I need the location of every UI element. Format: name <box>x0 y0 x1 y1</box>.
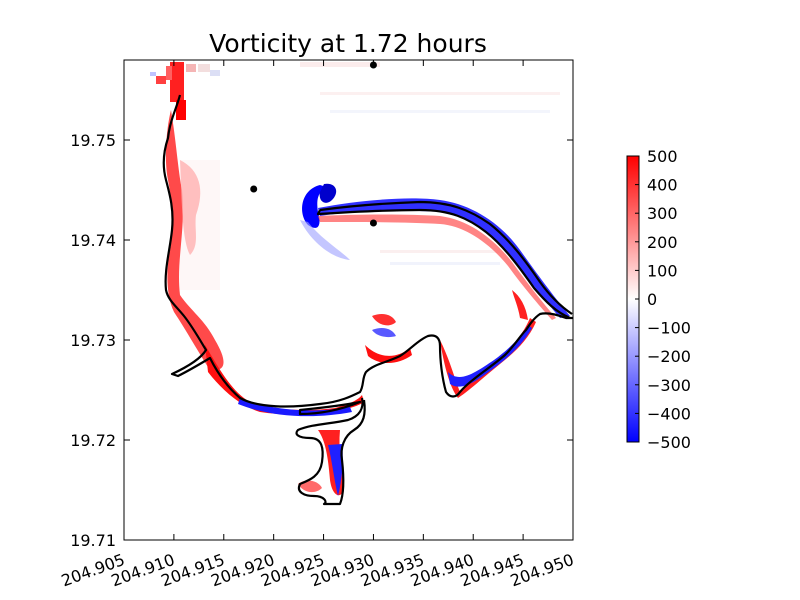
coastal-vorticity-red-nw <box>150 62 220 120</box>
breakwater-shear-negative <box>318 198 570 318</box>
y-tick-label: 19.74 <box>70 231 116 250</box>
central-patch-negative <box>372 328 396 338</box>
gauge-point <box>250 185 258 193</box>
breakwater-outline <box>316 200 573 320</box>
colorbar-tick-label: 0 <box>647 290 657 309</box>
plot-area <box>123 59 574 541</box>
central-bay-positive <box>365 345 412 364</box>
y-tick-label: 19.72 <box>70 431 116 450</box>
colorbar-ticks: 500 400 300 200 100 0 −100 −200 −300 −400 −500 <box>635 147 691 452</box>
colorbar-tick-label: −500 <box>647 433 691 452</box>
y-tick-label: 19.73 <box>70 331 116 350</box>
west-coast-positive <box>165 110 224 371</box>
colorbar-tick-label: −200 <box>647 347 691 366</box>
chart-title: Vorticity at 1.72 hours <box>209 29 487 58</box>
main-coastline <box>162 94 573 408</box>
inlet-negative <box>328 444 343 496</box>
plot-frame <box>123 59 574 541</box>
east-point-positive <box>512 290 528 320</box>
east-shore-negative <box>448 325 532 387</box>
y-axis: 19.71 19.72 19.73 19.74 19.75 <box>70 131 573 550</box>
y-tick-label: 19.71 <box>70 531 116 550</box>
west-inner-positive <box>180 160 201 255</box>
colorbar-tick-label: −100 <box>647 319 691 338</box>
central-patch-positive <box>372 314 396 326</box>
vorticity-field <box>150 62 570 496</box>
colorbar: 500 400 300 200 100 0 −100 −200 −300 −400 −500 <box>626 147 691 452</box>
colorbar-tick-label: 400 <box>647 176 678 195</box>
gauge-point <box>369 219 377 227</box>
colorbar-tick-label: 200 <box>647 233 678 252</box>
y-tick-label: 19.75 <box>70 131 116 150</box>
colorbar-tick-label: −300 <box>647 376 691 395</box>
colorbar-tick-label: −400 <box>647 404 691 423</box>
breakwater-wake <box>300 220 350 260</box>
inlet-island <box>298 400 362 416</box>
coastline <box>162 94 573 506</box>
inlet-coastline <box>295 397 366 506</box>
east-shore-positive <box>440 318 536 398</box>
plot-background <box>124 60 573 540</box>
breakwater-vortex-core <box>319 183 337 203</box>
breakwater-vortex-negative <box>302 185 330 228</box>
colorbar-tick-label: 500 <box>647 147 678 166</box>
colorbar-tick-label: 100 <box>647 261 678 280</box>
colorbar-tick-label: 300 <box>647 204 678 223</box>
